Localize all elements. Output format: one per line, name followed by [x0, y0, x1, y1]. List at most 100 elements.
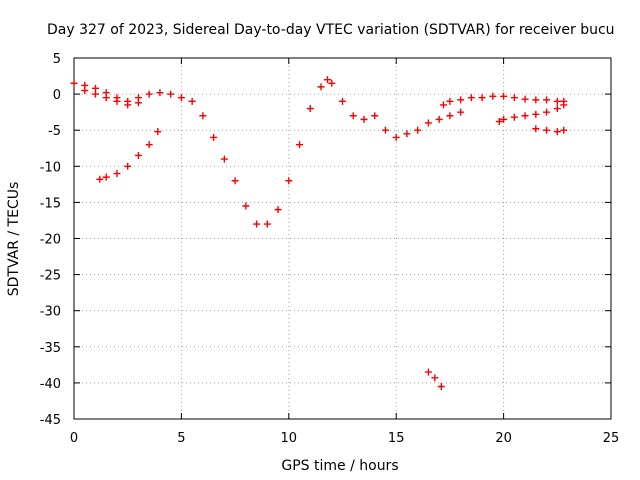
data-point — [328, 79, 336, 87]
data-point — [381, 126, 389, 134]
data-point — [134, 99, 142, 107]
data-point — [323, 76, 331, 84]
series-outlier — [424, 368, 445, 391]
x-tick-label: 5 — [177, 431, 185, 446]
data-point — [510, 94, 518, 102]
y-tick-label: -35 — [40, 341, 61, 356]
data-point — [478, 94, 486, 102]
series-late-short — [532, 125, 568, 136]
data-point — [467, 94, 475, 102]
y-tick-label: -30 — [40, 305, 61, 320]
data-point — [145, 90, 153, 98]
data-point — [424, 368, 432, 376]
data-point — [403, 130, 411, 138]
data-point — [553, 128, 561, 136]
data-point — [532, 110, 540, 118]
data-point — [167, 90, 175, 98]
data-point — [263, 220, 271, 228]
x-tick-label: 25 — [603, 431, 620, 446]
y-tick-label: -15 — [40, 196, 61, 211]
data-points — [70, 76, 568, 391]
data-point — [371, 112, 379, 120]
data-point — [210, 133, 218, 141]
x-tick-label: 10 — [281, 431, 298, 446]
y-tick-label: -20 — [40, 233, 61, 248]
data-point — [495, 118, 503, 126]
data-point — [446, 97, 454, 105]
data-point — [96, 175, 104, 183]
y-tick-label: 0 — [53, 88, 61, 103]
data-point — [553, 105, 561, 113]
series-late-lower — [495, 101, 568, 126]
data-point — [521, 112, 529, 120]
data-point — [500, 115, 508, 123]
y-tick-label: -40 — [40, 377, 61, 392]
data-point — [439, 101, 447, 109]
data-point — [543, 96, 551, 104]
data-point — [199, 112, 207, 120]
data-point — [560, 126, 568, 134]
data-point — [102, 94, 110, 102]
data-point — [154, 128, 162, 136]
data-point — [156, 89, 164, 97]
y-tick-label: -10 — [40, 160, 61, 175]
data-point — [457, 108, 465, 116]
data-point — [560, 101, 568, 109]
data-point — [349, 112, 357, 120]
data-point — [553, 97, 561, 105]
data-point — [253, 220, 261, 228]
data-point — [500, 92, 508, 100]
series-late-upper — [439, 92, 568, 109]
data-point — [457, 96, 465, 104]
data-point — [521, 95, 529, 103]
x-tick-label: 20 — [495, 431, 512, 446]
data-point — [145, 141, 153, 149]
data-point — [392, 133, 400, 141]
data-point — [437, 383, 445, 391]
data-point — [435, 115, 443, 123]
x-axis-label: GPS time / hours — [281, 458, 398, 474]
data-point — [81, 86, 89, 94]
y-tick-label: -5 — [48, 124, 61, 139]
y-ticks: 5 0 -5 -10 -15 -20 -25 -30 -35 -40 -45 — [40, 52, 611, 428]
data-point — [102, 173, 110, 181]
data-point — [242, 202, 250, 210]
data-point — [91, 90, 99, 98]
data-point — [70, 79, 78, 87]
y-tick-label: -25 — [40, 269, 61, 284]
data-point — [431, 374, 439, 382]
data-point — [532, 125, 540, 133]
data-point — [414, 126, 422, 134]
data-point — [543, 108, 551, 116]
data-point — [274, 206, 282, 214]
data-point — [177, 94, 185, 102]
y-tick-label: -45 — [40, 413, 61, 428]
x-ticks: 0 5 10 15 20 25 — [70, 58, 619, 446]
grid-lines — [74, 58, 611, 419]
data-point — [360, 115, 368, 123]
data-point — [220, 155, 228, 163]
data-point — [543, 126, 551, 134]
series-upper-band — [81, 86, 142, 109]
data-point — [446, 112, 454, 120]
series-rising-branch — [96, 128, 162, 183]
chart-title: Day 327 of 2023, Sidereal Day-to-day VTE… — [47, 22, 615, 38]
data-point — [296, 141, 304, 149]
data-point — [424, 119, 432, 127]
data-point — [188, 97, 196, 105]
x-tick-label: 15 — [388, 431, 405, 446]
data-point — [285, 177, 293, 185]
data-point — [339, 97, 346, 105]
data-point — [306, 105, 314, 113]
x-tick-label: 0 — [70, 431, 78, 446]
data-point — [231, 177, 239, 185]
data-point — [532, 96, 540, 104]
data-point — [113, 170, 121, 178]
data-point — [510, 113, 518, 121]
data-point — [489, 92, 497, 100]
data-point — [124, 101, 132, 109]
series-main — [70, 76, 465, 228]
data-point — [113, 97, 121, 105]
data-point — [134, 151, 142, 159]
